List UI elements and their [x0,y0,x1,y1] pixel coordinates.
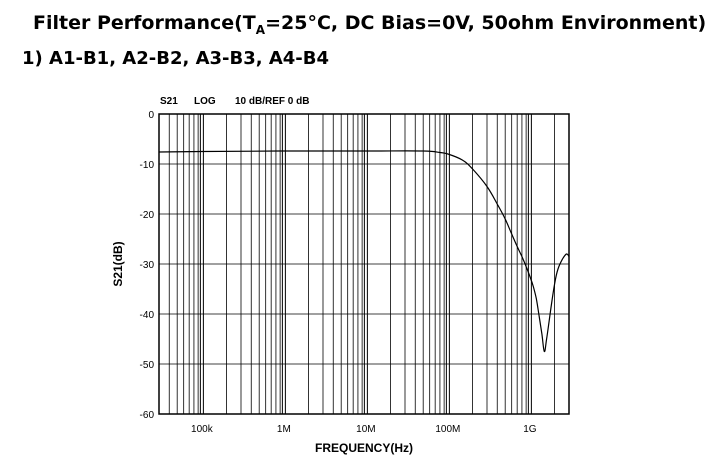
y-tick-labels: 0 -10 -20 -30 -40 -50 -60 [140,110,155,421]
page-title: Filter Performance(TA=25°C, DC Bias=0V, … [33,12,707,37]
y-tick-label: -50 [140,360,155,371]
s21-series-line [158,150,570,353]
x-tick-label: 1M [277,424,291,435]
chart-ref-label: 10 dB/REF 0 dB [235,96,310,107]
y-tick-label: -40 [140,310,155,321]
x-tick-label: 1G [523,424,537,435]
y-tick-label: -30 [140,260,155,271]
y-tick-label: 0 [148,110,154,121]
x-tick-labels: 100k 1M 10M 100M 1G [191,424,537,435]
x-tick-label: 100k [191,424,214,435]
page-subtitle: 1) A1-B1, A2-B2, A3-B3, A4-B4 [22,48,330,69]
x-axis-title: FREQUENCY(Hz) [315,441,413,455]
x-tick-label: 100M [435,424,460,435]
chart-scale-label: LOG [194,96,216,107]
major-gridlines [199,114,532,414]
y-tick-label: -20 [140,210,155,221]
plot-frame [158,113,570,415]
y-tick-label: -10 [140,160,155,171]
x-tick-label: 10M [356,424,375,435]
y-axis-title: S21(dB) [111,241,125,286]
y-tick-label: -60 [140,410,155,421]
chart-param-label: S21 [160,96,178,107]
